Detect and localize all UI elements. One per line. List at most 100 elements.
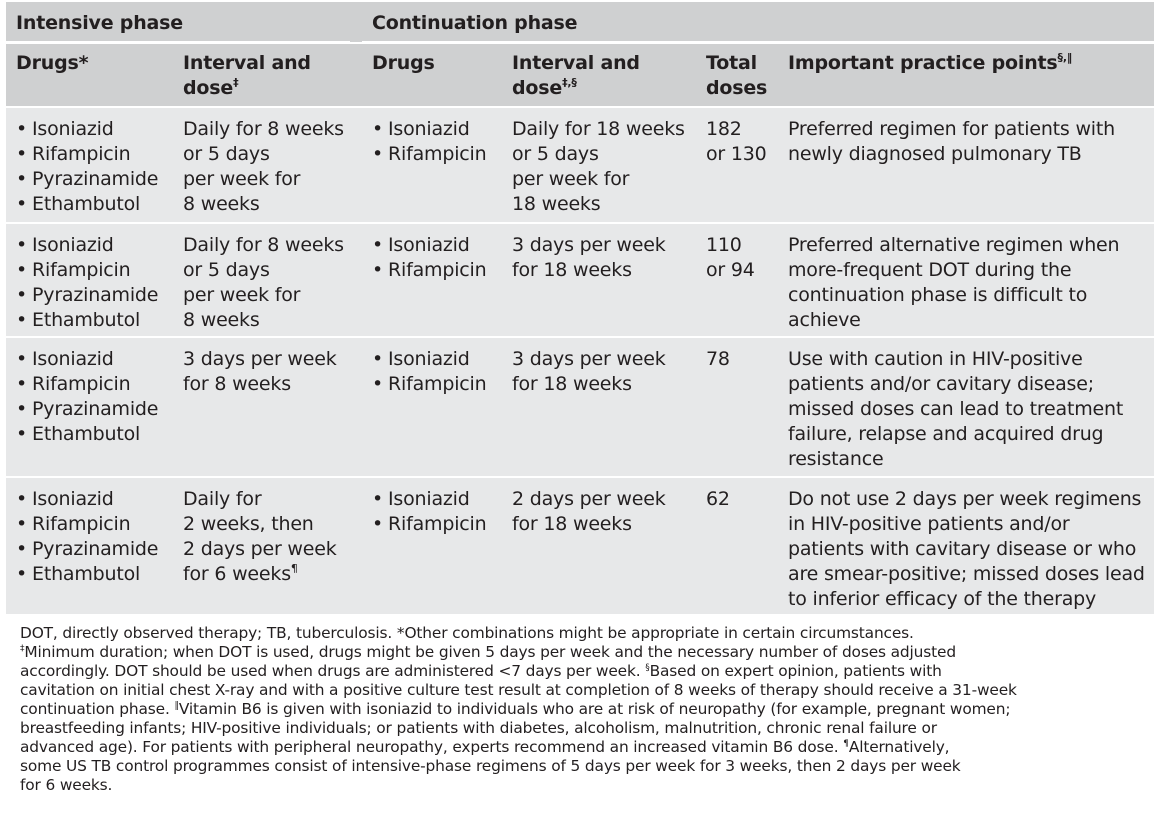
header-drugs-intensive: Drugs* [16,52,89,74]
cell-text-line: or 5 days [183,143,270,165]
cell-text-line: to inferior efficacy of the therapy [788,588,1097,610]
cell-text-line: per week for [183,284,301,306]
cell-intensive-drugs: IsoniazidRifampicinPyrazinamideEthambuto… [16,487,158,587]
cell-text-line: 78 [706,348,730,370]
cell-text-line: for 18 weeks [512,373,632,395]
cell-text-line: more-frequent DOT during the [788,259,1072,281]
drug-list-item: Pyrazinamide [16,397,158,422]
cell-text-line: failure, relapse and acquired drug [788,423,1104,445]
intensive-phase-title: Intensive phase [16,12,183,34]
cell-continuation-interval: Daily for 18 weeks or 5 days per week for 1… [512,117,685,217]
cell-practice-points: Preferred regimen for patients with newly… [788,117,1115,167]
cell-practice-points: Preferred alternative regimen when more-f… [788,233,1120,333]
footnote-line: breastfeeding infants; HIV-positive indi… [20,719,937,737]
cell-intensive-interval: Daily for 8 weeks or 5 days per week for 8 … [183,117,344,217]
cell-text-line: patients and/or cavitary disease; [788,373,1094,395]
header-practice-points: Important practice points§,‖ [788,51,1073,74]
drug-list-item: Rifampicin [16,142,158,167]
footnote-line: advanced age). For patients with periphe… [20,738,950,756]
drug-list-item: Isoniazid [372,117,486,142]
cell-text-line: for 8 weeks [183,373,291,395]
cell-text-line: resistance [788,448,884,470]
cell-intensive-drugs: IsoniazidRifampicinPyrazinamideEthambuto… [16,347,158,447]
drug-list-item: Ethambutol [16,308,158,333]
cell-text-line: missed doses can lead to treatment [788,398,1124,420]
intensive-phase-underline [6,41,350,44]
footnote-line: ‡Minimum duration; when DOT is used, dru… [20,643,956,661]
cell-text-line: for 6 weeks¶ [183,562,298,585]
drug-list-item: Isoniazid [16,347,158,372]
cell-total-doses: 182 or 130 [706,117,767,167]
cell-text-line: or 130 [706,143,767,165]
cell-text-line: Preferred regimen for patients with [788,118,1115,140]
cell-text-line: or 94 [706,259,755,281]
cell-text-line: 182 [706,118,742,140]
cell-text-line: 62 [706,488,730,510]
drug-list-item: Isoniazid [372,233,486,258]
cell-total-doses: 110 or 94 [706,233,755,283]
cell-total-doses: 78 [706,347,730,372]
footnote-line: continuation phase. ‖Vitamin B6 is given… [20,700,1011,718]
cell-text-line: 8 weeks [183,309,260,331]
drug-list-item: Rifampicin [372,512,487,537]
drug-list-item: Rifampicin [372,142,487,167]
cell-text-line: patients with cavitary disease or who [788,538,1137,560]
drug-list-item: Pyrazinamide [16,283,158,308]
cell-text-line: 3 days per week [183,348,337,370]
header-drugs-continuation: Drugs [372,52,435,74]
table-row: IsoniazidRifampicinPyrazinamideEthambuto… [6,338,1154,476]
drug-list-item: Rifampicin [372,372,487,397]
drug-list-item: Ethambutol [16,562,158,587]
cell-text-line: Daily for 8 weeks [183,234,344,256]
cell-practice-points: Do not use 2 days per week regimens in HI… [788,487,1145,612]
footnote-line: accordingly. DOT should be used when dru… [20,662,942,680]
drug-list-item: Ethambutol [16,422,158,447]
cell-text-line: are smear-positive; missed doses lead [788,563,1145,585]
cell-text-line: achieve [788,309,861,331]
drug-list-item: Isoniazid [16,117,158,142]
row-divider [6,222,1154,224]
cell-continuation-interval: 3 days per week for 18 weeks [512,347,666,397]
cell-intensive-interval: Daily for 2 weeks, then 2 days per week for… [183,487,337,587]
drug-list-item: Isoniazid [372,487,486,512]
footnote-line: for 6 weeks. [20,776,113,794]
cell-text-line: Daily for 8 weeks [183,118,344,140]
cell-text-line: 2 days per week [183,538,337,560]
header-interval-intensive: Interval and dose‡ [183,52,311,99]
cell-text-line: 3 days per week [512,348,666,370]
cell-text-line: 2 weeks, then [183,513,314,535]
table-row: IsoniazidRifampicinPyrazinamideEthambuto… [6,478,1154,614]
cell-text-line: or 5 days [183,259,270,281]
cell-text-line: 2 days per week [512,488,666,510]
table-row: IsoniazidRifampicinPyrazinamideEthambuto… [6,108,1154,222]
cell-text-line: Preferred alternative regimen when [788,234,1120,256]
cell-practice-points: Use with caution in HIV-positive patients… [788,347,1123,472]
table-footnotes: DOT, directly observed therapy; TB, tube… [20,624,1150,795]
cell-text-line: for 18 weeks [512,513,632,535]
cell-text-line: per week for [183,168,301,190]
cell-continuation-interval: 2 days per week for 18 weeks [512,487,666,537]
footnote-line: cavitation on initial chest X-ray and wi… [20,681,1017,699]
cell-text-line: per week for [512,168,630,190]
cell-text-line: for 18 weeks [512,259,632,281]
cell-intensive-interval: Daily for 8 weeks or 5 days per week for 8 … [183,233,344,333]
drug-list-item: Isoniazid [16,233,158,258]
cell-total-doses: 62 [706,487,730,512]
cell-text-line: newly diagnosed pulmonary TB [788,143,1082,165]
footnote-line: some US TB control programmes consist of… [20,757,961,775]
cell-text-line: 18 weeks [512,193,601,215]
phase-header-bar: Intensive phase Continuation phase [6,2,1154,42]
header-interval-continuation: Interval and dose‡,§ [512,52,640,99]
cell-text-line: Use with caution in HIV-positive [788,348,1083,370]
column-header-bar: Drugs* Interval and dose‡ Drugs Interval … [6,44,1154,106]
cell-intensive-drugs: IsoniazidRifampicinPyrazinamideEthambuto… [16,233,158,333]
cell-text-line: Daily for 18 weeks [512,118,685,140]
continuation-phase-underline [362,41,1154,44]
drug-list-item: Rifampicin [16,512,158,537]
drug-list-item: Isoniazid [16,487,158,512]
drug-list-item: Isoniazid [372,347,486,372]
drug-list-item: Rifampicin [16,258,158,283]
cell-text-line: Do not use 2 days per week regimens [788,488,1142,510]
footnote-line: DOT, directly observed therapy; TB, tube… [20,624,914,642]
